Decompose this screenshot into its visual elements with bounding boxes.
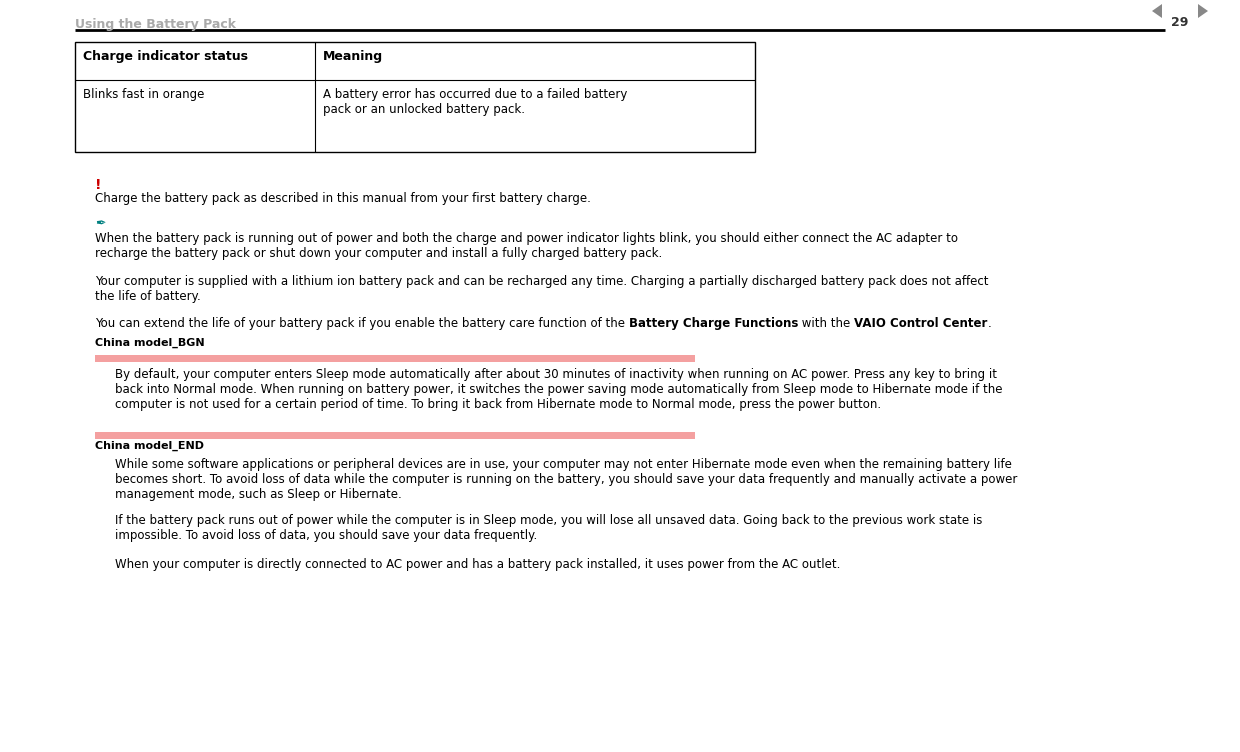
Text: You can extend the life of your battery pack if you enable the battery care func: You can extend the life of your battery … — [95, 317, 629, 330]
Text: Meaning: Meaning — [322, 50, 383, 63]
Text: If the battery pack runs out of power while the computer is in Sleep mode, you w: If the battery pack runs out of power wh… — [115, 514, 982, 542]
Text: !: ! — [95, 178, 102, 192]
Text: China model_END: China model_END — [95, 441, 205, 451]
Text: .: . — [987, 317, 991, 330]
Text: By default, your computer enters Sleep mode automatically after about 30 minutes: By default, your computer enters Sleep m… — [115, 368, 1002, 411]
Bar — [74, 42, 755, 152]
Text: Blinks fast in orange: Blinks fast in orange — [83, 88, 205, 101]
Polygon shape — [1198, 4, 1208, 18]
Text: Using the Battery Pack: Using the Battery Pack — [74, 18, 236, 31]
Text: Your computer is supplied with a lithium ion battery pack and can be recharged a: Your computer is supplied with a lithium… — [95, 275, 988, 303]
Text: ✒: ✒ — [95, 218, 105, 231]
Polygon shape — [1152, 4, 1162, 18]
Text: While some software applications or peripheral devices are in use, your computer: While some software applications or peri… — [115, 458, 1017, 501]
Bar — [95, 432, 694, 439]
Text: with the: with the — [799, 317, 854, 330]
Text: China model_BGN: China model_BGN — [95, 338, 205, 348]
Text: 29: 29 — [1172, 16, 1189, 29]
Text: Charge indicator status: Charge indicator status — [83, 50, 248, 63]
Text: Charge the battery pack as described in this manual from your first battery char: Charge the battery pack as described in … — [95, 192, 591, 205]
Text: Battery Charge Functions: Battery Charge Functions — [629, 317, 799, 330]
Text: VAIO Control Center: VAIO Control Center — [854, 317, 987, 330]
Bar — [95, 355, 694, 362]
Text: When the battery pack is running out of power and both the charge and power indi: When the battery pack is running out of … — [95, 232, 959, 260]
Text: When your computer is directly connected to AC power and has a battery pack inst: When your computer is directly connected… — [115, 558, 841, 571]
Text: A battery error has occurred due to a failed battery
pack or an unlocked battery: A battery error has occurred due to a fa… — [322, 88, 627, 116]
